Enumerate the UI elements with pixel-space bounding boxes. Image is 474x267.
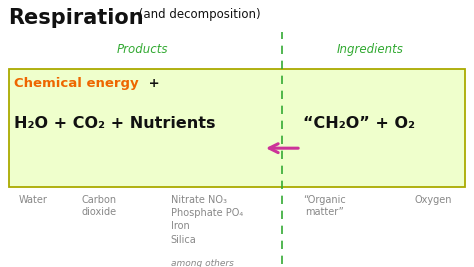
Text: “Organic
matter”: “Organic matter”: [303, 195, 346, 217]
Text: among others: among others: [171, 259, 234, 267]
Text: Carbon
dioxide: Carbon dioxide: [82, 195, 117, 217]
FancyBboxPatch shape: [9, 69, 465, 187]
Text: “CH₂O” + O₂: “CH₂O” + O₂: [303, 116, 415, 131]
Text: Nitrate NO₃
Phosphate PO₄
Iron
Silica: Nitrate NO₃ Phosphate PO₄ Iron Silica: [171, 195, 243, 245]
Text: Products: Products: [117, 43, 168, 56]
Text: H₂O + CO₂ + Nutrients: H₂O + CO₂ + Nutrients: [14, 116, 216, 131]
Text: Oxygen: Oxygen: [415, 195, 453, 205]
Text: Respiration: Respiration: [9, 8, 144, 28]
Text: +: +: [144, 77, 159, 91]
Text: (and decomposition): (and decomposition): [135, 8, 261, 21]
Text: Water: Water: [19, 195, 47, 205]
Text: Ingredients: Ingredients: [336, 43, 403, 56]
Text: Chemical energy: Chemical energy: [14, 77, 139, 91]
